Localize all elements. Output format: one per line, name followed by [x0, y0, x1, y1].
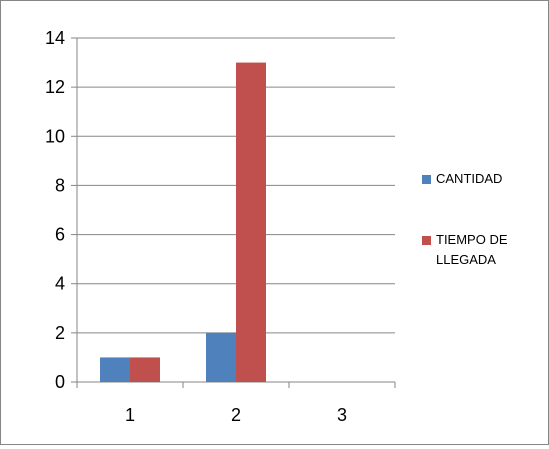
- y-tick-label: 12: [45, 77, 65, 97]
- x-tick-label: 3: [337, 405, 347, 425]
- y-tick-label: 6: [55, 225, 65, 245]
- y-tick-label: 8: [55, 175, 65, 195]
- y-tick-label: 14: [45, 28, 65, 48]
- legend-label-2: TIEMPO DE: [436, 232, 508, 247]
- legend-swatch-1: [422, 175, 431, 184]
- legend: CANTIDAD TIEMPO DE LLEGADA: [422, 171, 508, 267]
- bar-tiempo-de-llegada-1: [130, 357, 160, 382]
- y-tick-label: 0: [55, 372, 65, 392]
- bar-cantidad-1: [100, 357, 130, 382]
- legend-swatch-2: [422, 236, 431, 245]
- y-tick-label: 10: [45, 126, 65, 146]
- legend-label-2: LLEGADA: [436, 252, 496, 267]
- y-tick-label: 2: [55, 323, 65, 343]
- bar-tiempo-de-llegada-2: [236, 62, 266, 382]
- legend-label-1: CANTIDAD: [436, 171, 502, 186]
- x-tick-label: 2: [231, 405, 241, 425]
- bars: [100, 62, 266, 382]
- y-axis-ticks: 0 2 4 6 8 10 12 14: [45, 28, 77, 392]
- y-tick-label: 4: [55, 274, 65, 294]
- bar-cantidad-2: [206, 332, 236, 382]
- x-tick-label: 1: [125, 405, 135, 425]
